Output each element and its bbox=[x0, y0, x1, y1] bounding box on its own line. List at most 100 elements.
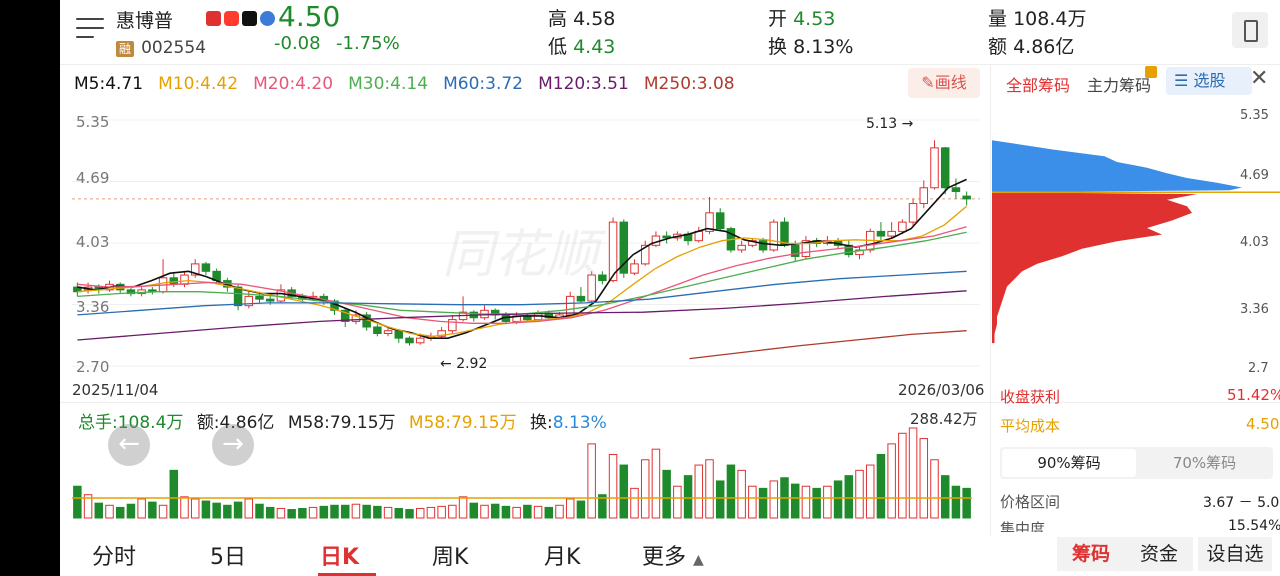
chip-distribution-chart bbox=[992, 140, 1280, 344]
candle-body bbox=[908, 203, 918, 223]
candle-body bbox=[876, 230, 886, 237]
chip-axis-label: 4.69 bbox=[1240, 168, 1269, 183]
volume-bar bbox=[490, 503, 500, 519]
tab-intraday[interactable]: 分时 bbox=[92, 545, 137, 570]
chip-profit-area bbox=[992, 140, 1242, 193]
volume-bar bbox=[898, 432, 907, 519]
tab-all-chips[interactable]: 全部筹码 bbox=[1006, 76, 1071, 95]
tiktok-icon bbox=[242, 11, 257, 26]
tab-5day[interactable]: 5日 bbox=[210, 545, 246, 570]
volume-bar bbox=[523, 504, 532, 519]
pick-stock-button[interactable]: ☰ 选股 bbox=[1166, 67, 1252, 95]
kline-chart[interactable] bbox=[60, 100, 984, 402]
volume-bar bbox=[212, 502, 221, 519]
volume-bar bbox=[951, 485, 961, 519]
volume-bar bbox=[748, 485, 757, 519]
avgcost-label: 平均成本 bbox=[1000, 417, 1061, 435]
next-arrow-icon[interactable]: → bbox=[212, 424, 254, 466]
candle-body bbox=[73, 286, 82, 293]
ma-legend-item: M30:4.14 bbox=[348, 74, 429, 94]
candle-body bbox=[898, 221, 907, 232]
candle-body bbox=[565, 295, 575, 316]
volume-bar bbox=[962, 487, 971, 519]
volume-bar bbox=[651, 448, 661, 519]
stock-badges[interactable] bbox=[206, 8, 278, 27]
active-tab-indicator bbox=[318, 573, 376, 576]
price-axis-label: 4.03 bbox=[76, 233, 110, 251]
volume-bar bbox=[255, 503, 264, 519]
candle-body bbox=[887, 230, 896, 237]
candle-body bbox=[201, 263, 211, 272]
tab-main-chips[interactable]: 主力筹码 bbox=[1087, 76, 1152, 95]
seg-70-chips[interactable]: 70%筹码 bbox=[1172, 454, 1237, 472]
candle-body bbox=[940, 147, 950, 189]
profit-label: 收盘获利 bbox=[1000, 388, 1061, 406]
candle-body bbox=[619, 221, 629, 274]
chips-button[interactable]: 筹码 bbox=[1057, 537, 1125, 571]
volume-bar bbox=[683, 475, 693, 519]
volume-bar bbox=[812, 487, 821, 519]
date-start: 2025/11/04 bbox=[72, 381, 159, 399]
price-change-pct: -1.75% bbox=[336, 33, 400, 54]
profit-value: 51.42% bbox=[1227, 386, 1280, 404]
candle-body bbox=[758, 240, 768, 251]
candle-body bbox=[640, 244, 650, 265]
add-watchlist-button[interactable]: 设自选 bbox=[1198, 537, 1272, 571]
volume-bar bbox=[115, 506, 125, 519]
volume-bar bbox=[351, 503, 361, 519]
volume-bar bbox=[405, 509, 414, 519]
candle-body bbox=[630, 263, 639, 274]
volume-chart[interactable] bbox=[60, 426, 984, 520]
candle-body bbox=[265, 298, 275, 302]
ma-legend: M5:4.71 M10:4.42 M20:4.20 M30:4.14 M60:3… bbox=[74, 74, 735, 94]
avgcost-value: 4.50 bbox=[1246, 415, 1280, 433]
tab-weekly-k[interactable]: 周K bbox=[432, 545, 469, 570]
volume-bar bbox=[705, 459, 714, 519]
menu-icon[interactable] bbox=[76, 18, 104, 40]
low-annotation: ← 2.92 bbox=[440, 356, 488, 372]
low-stat: 低 4.43 bbox=[548, 36, 616, 58]
volume-max: 288.42万 bbox=[910, 410, 978, 428]
funds-button[interactable]: 资金 bbox=[1125, 537, 1193, 571]
chevron-up-icon: ▲ bbox=[693, 552, 704, 568]
candle-body bbox=[598, 274, 607, 282]
chip-axis-label: 4.03 bbox=[1240, 235, 1269, 250]
candle-body bbox=[962, 195, 971, 200]
volume-bar bbox=[233, 501, 243, 519]
volume-bar bbox=[73, 485, 82, 519]
concentration-value: 15.54% bbox=[1228, 518, 1280, 532]
volume-legend: 总手:108.4万 额:4.86亿 M58:79.15万 M58:79.15万 … bbox=[78, 413, 607, 433]
draw-line-button[interactable]: ✎画线 bbox=[908, 68, 980, 98]
candle-body bbox=[737, 244, 746, 251]
volume-bar bbox=[844, 475, 854, 519]
tab-daily-k[interactable]: 日K bbox=[320, 545, 360, 570]
volume-bar bbox=[426, 506, 436, 519]
volume-bar bbox=[373, 505, 382, 519]
ma-line-m10 bbox=[77, 205, 968, 337]
volume-bar bbox=[715, 480, 725, 519]
close-icon[interactable]: ✕ bbox=[1250, 66, 1269, 91]
price-change: -0.08 bbox=[274, 33, 321, 54]
volume-bar bbox=[287, 509, 296, 519]
volume-bar bbox=[362, 504, 371, 519]
stock-name: 惠博普 bbox=[116, 10, 174, 32]
landscape-toggle-icon[interactable] bbox=[1232, 12, 1268, 48]
volume-bar bbox=[758, 487, 768, 519]
volume-bar bbox=[383, 506, 393, 519]
candle-body bbox=[244, 295, 254, 307]
candle-body bbox=[233, 286, 243, 307]
price-axis-label: 2.70 bbox=[76, 358, 110, 376]
tab-more[interactable]: 更多 ▲ bbox=[642, 545, 704, 570]
prev-arrow-icon[interactable]: ← bbox=[108, 424, 150, 466]
volume-bar bbox=[598, 494, 607, 519]
chip-axis-label: 3.36 bbox=[1240, 302, 1269, 317]
volume-bar bbox=[105, 504, 114, 519]
candle-body bbox=[587, 274, 596, 302]
volume-bar bbox=[308, 506, 318, 519]
candle-body bbox=[276, 289, 286, 302]
volume-bar bbox=[201, 500, 211, 519]
ma-legend-item: M10:4.42 bbox=[158, 74, 239, 94]
seg-90-chips[interactable]: 90%筹码 bbox=[1002, 449, 1136, 477]
volume-bar bbox=[940, 475, 950, 519]
tab-monthly-k[interactable]: 月K bbox=[544, 545, 581, 570]
